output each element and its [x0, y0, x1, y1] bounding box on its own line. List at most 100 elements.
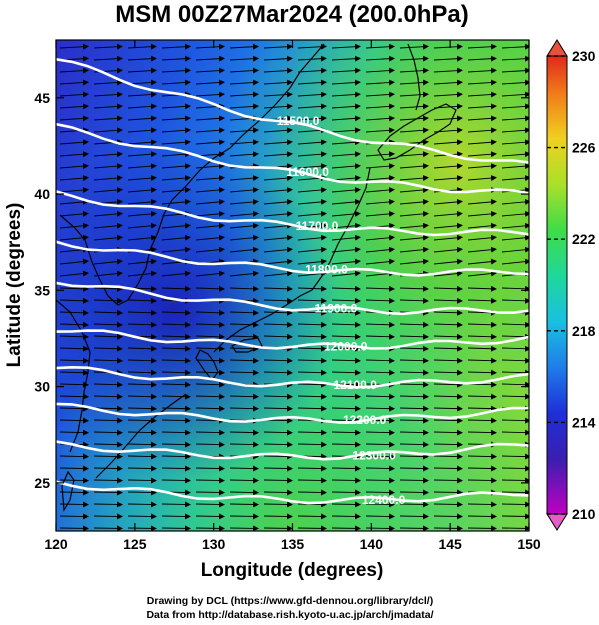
- plot-area: 11500.0 11600.0 11700.0 11800.0 11900.0 12000…: [56, 40, 529, 531]
- wind-arrow: [59, 489, 89, 496]
- wind-arrow: [59, 345, 89, 352]
- wind-arrow: [161, 465, 191, 472]
- wind-arrow: [501, 369, 529, 376]
- wind-arrow: [229, 525, 259, 531]
- wind-arrow: [399, 43, 429, 50]
- wind-arrow: [59, 333, 89, 340]
- wind-arrow: [501, 393, 529, 400]
- y-axis-label: Latitude (degrees): [4, 203, 25, 368]
- wind-arrow: [161, 309, 191, 316]
- wind-arrow: [467, 369, 497, 376]
- wind-arrow: [433, 210, 463, 217]
- wind-arrow: [501, 297, 529, 304]
- wind-arrow: [127, 297, 157, 304]
- wind-arrow: [229, 222, 259, 229]
- wind-arrow: [433, 321, 463, 328]
- x-tick-label: 135: [281, 536, 305, 552]
- wind-arrow: [195, 357, 225, 364]
- wind-arrow: [229, 405, 259, 412]
- coast-taiwan: [61, 470, 75, 512]
- wind-arrow: [161, 441, 191, 448]
- wind-arrow: [467, 477, 497, 484]
- wind-arrow: [93, 429, 123, 436]
- wind-arrow: [297, 309, 327, 316]
- wind-arrow: [161, 525, 191, 531]
- wind-arrow: [297, 234, 327, 241]
- wind-arrow: [331, 369, 361, 376]
- wind-arrow: [195, 67, 225, 74]
- wind-arrow: [501, 67, 529, 74]
- wind-arrow: [297, 321, 327, 328]
- wind-arrow: [297, 429, 327, 436]
- wind-arrow: [365, 405, 395, 412]
- wind-arrow: [331, 187, 361, 193]
- wind-arrow: [467, 285, 497, 292]
- colorbar: 230 226 222 218 214 210: [546, 39, 596, 531]
- wind-arrow: [365, 369, 395, 376]
- wind-arrow: [331, 198, 361, 205]
- wind-arrow: [263, 198, 293, 205]
- wind-arrow: [93, 345, 123, 352]
- wind-arrow: [93, 525, 123, 531]
- wind-arrow: [297, 393, 327, 400]
- wind-arrow: [263, 91, 293, 98]
- contour-label: 11600.0: [286, 165, 329, 179]
- wind-arrow: [297, 151, 327, 158]
- wind-arrow: [195, 210, 225, 217]
- wind-arrow: [331, 55, 361, 62]
- wind-arrow: [59, 429, 89, 436]
- y-tick-label: 30: [34, 379, 50, 395]
- wind-arrow: [433, 198, 463, 205]
- wind-arrow: [229, 198, 259, 205]
- contour-label: 12300.0: [352, 449, 396, 463]
- contour-line: [56, 402, 529, 424]
- wind-arrow: [229, 234, 259, 241]
- wind-arrow: [297, 465, 327, 472]
- wind-arrow: [93, 501, 123, 508]
- wind-arrow: [365, 297, 395, 304]
- wind-arrow: [501, 246, 529, 253]
- contour-label: 12000.0: [324, 339, 368, 353]
- wind-arrow: [501, 115, 529, 122]
- wind-arrow: [161, 222, 191, 229]
- wind-arrow: [365, 67, 395, 74]
- wind-arrow: [365, 429, 395, 436]
- wind-arrow: [93, 55, 123, 62]
- wind-arrow: [229, 151, 259, 158]
- wind-arrow: [127, 525, 157, 531]
- coast-japan-kyushu: [195, 349, 219, 381]
- wind-arrow: [263, 103, 293, 110]
- wind-arrow: [127, 513, 157, 520]
- contour-label: 11500.0: [277, 114, 320, 128]
- wind-arrow: [433, 115, 463, 122]
- x-tick-label: 130: [202, 536, 226, 552]
- wind-arrow: [127, 234, 157, 241]
- wind-arrow: [263, 270, 293, 277]
- wind-arrow: [161, 357, 191, 364]
- contour-line: [56, 190, 529, 237]
- wind-arrow: [501, 501, 529, 508]
- wind-arrow: [161, 43, 191, 50]
- wind-arrow: [399, 222, 429, 229]
- wind-arrow: [365, 246, 395, 253]
- wind-arrow: [331, 477, 361, 484]
- wind-arrow: [59, 43, 89, 50]
- wind-arrow: [195, 501, 225, 508]
- wind-arrow: [127, 381, 157, 388]
- wind-arrow: [59, 357, 89, 364]
- wind-arrow: [399, 187, 429, 193]
- wind-arrow: [195, 525, 225, 531]
- wind-arrow: [59, 285, 89, 292]
- wind-arrow: [59, 477, 89, 484]
- wind-arrow: [365, 79, 395, 86]
- wind-arrow: [501, 91, 529, 98]
- wind-arrow: [331, 429, 361, 436]
- wind-arrow: [263, 465, 293, 472]
- wind-arrow: [297, 525, 327, 531]
- wind-arrow: [229, 357, 259, 364]
- wind-arrow: [263, 258, 293, 265]
- wind-arrow: [195, 175, 225, 182]
- wind-arrow: [501, 175, 529, 182]
- wind-arrow: [127, 151, 157, 158]
- wind-arrow: [161, 163, 191, 170]
